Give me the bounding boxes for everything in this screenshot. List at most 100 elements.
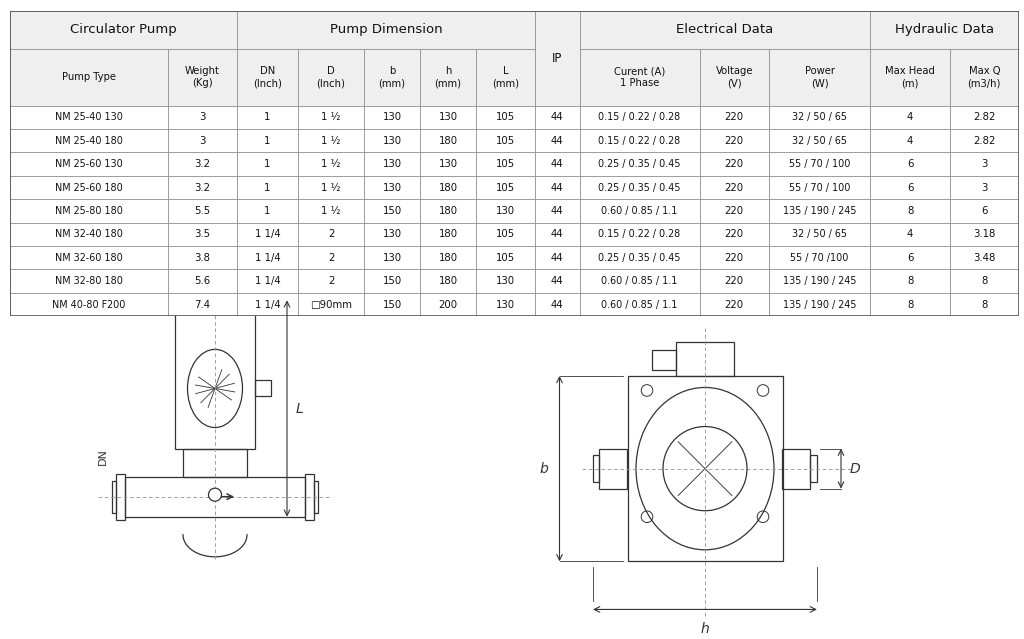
Bar <box>870 270 949 293</box>
Bar <box>168 246 237 270</box>
Text: 220: 220 <box>725 183 743 192</box>
Bar <box>10 246 168 270</box>
Text: 220: 220 <box>725 112 743 122</box>
Bar <box>183 449 247 477</box>
Bar <box>298 105 365 129</box>
Text: 180: 180 <box>438 183 458 192</box>
Bar <box>420 152 476 176</box>
Bar <box>949 105 1019 129</box>
Text: Pump Dimension: Pump Dimension <box>330 24 442 36</box>
Text: 3.2: 3.2 <box>195 159 210 169</box>
Text: 150: 150 <box>382 276 401 286</box>
Text: 44: 44 <box>551 159 563 169</box>
Text: 3.2: 3.2 <box>195 183 210 192</box>
Text: 8: 8 <box>907 276 913 286</box>
Bar <box>365 105 420 129</box>
Text: 1: 1 <box>264 135 270 146</box>
Text: 200: 200 <box>438 300 458 310</box>
Text: 3: 3 <box>981 183 987 192</box>
Text: DN
(Inch): DN (Inch) <box>253 66 282 88</box>
Text: 130: 130 <box>496 300 515 310</box>
Bar <box>237 152 298 176</box>
Bar <box>476 129 535 152</box>
Text: 3: 3 <box>200 135 206 146</box>
Bar <box>365 176 420 199</box>
Bar <box>870 222 949 246</box>
Bar <box>168 293 237 316</box>
Text: NM 32-80 180: NM 32-80 180 <box>55 276 123 286</box>
Text: L: L <box>296 401 304 415</box>
Text: 105: 105 <box>496 229 515 240</box>
Bar <box>870 49 949 105</box>
Text: 180: 180 <box>438 135 458 146</box>
Text: 0.60 / 0.85 / 1.1: 0.60 / 0.85 / 1.1 <box>601 276 678 286</box>
Text: 1 1/4: 1 1/4 <box>255 300 281 310</box>
Bar <box>168 49 237 105</box>
Text: 130: 130 <box>496 276 515 286</box>
Bar <box>237 270 298 293</box>
Text: 220: 220 <box>725 253 743 263</box>
Bar <box>699 105 769 129</box>
Bar <box>476 176 535 199</box>
Bar <box>699 152 769 176</box>
Bar <box>168 152 237 176</box>
Text: D
(Inch): D (Inch) <box>316 66 345 88</box>
Bar <box>237 176 298 199</box>
Bar <box>168 105 237 129</box>
Bar <box>237 293 298 316</box>
Text: 44: 44 <box>551 206 563 216</box>
Text: 2: 2 <box>328 276 334 286</box>
Text: D: D <box>850 461 860 475</box>
Bar <box>10 129 168 152</box>
Bar <box>420 293 476 316</box>
Bar <box>949 270 1019 293</box>
Bar <box>949 129 1019 152</box>
Text: 220: 220 <box>725 229 743 240</box>
Text: Max Q
(m3/h): Max Q (m3/h) <box>968 66 1001 88</box>
Bar <box>10 222 168 246</box>
Bar <box>949 222 1019 246</box>
Text: 1 ½: 1 ½ <box>322 135 341 146</box>
Bar <box>237 246 298 270</box>
Bar <box>580 176 699 199</box>
Bar <box>535 246 580 270</box>
Bar <box>769 293 870 316</box>
Text: 3.8: 3.8 <box>195 253 210 263</box>
Text: 1 1/4: 1 1/4 <box>255 276 281 286</box>
Bar <box>870 152 949 176</box>
Bar <box>237 11 535 49</box>
Bar <box>699 176 769 199</box>
Bar <box>476 222 535 246</box>
Bar <box>580 222 699 246</box>
Bar <box>175 300 255 449</box>
Bar <box>769 270 870 293</box>
Text: 3.5: 3.5 <box>195 229 211 240</box>
Bar <box>699 49 769 105</box>
Bar <box>237 105 298 129</box>
Text: 55 / 70 / 100: 55 / 70 / 100 <box>788 183 850 192</box>
Bar <box>769 152 870 176</box>
Text: Voltage
(V): Voltage (V) <box>716 66 753 88</box>
Bar <box>870 246 949 270</box>
Text: 44: 44 <box>551 276 563 286</box>
Text: 55 / 70 /100: 55 / 70 /100 <box>791 253 849 263</box>
Bar <box>580 11 870 49</box>
Bar <box>870 293 949 316</box>
Text: 180: 180 <box>438 229 458 240</box>
Text: 130: 130 <box>438 159 458 169</box>
Text: 220: 220 <box>725 206 743 216</box>
Text: NM 40-80 F200: NM 40-80 F200 <box>52 300 126 310</box>
Text: h
(mm): h (mm) <box>434 66 462 88</box>
Text: 44: 44 <box>551 183 563 192</box>
Bar <box>769 105 870 129</box>
Bar <box>314 481 318 512</box>
Text: 105: 105 <box>496 135 515 146</box>
Text: 8: 8 <box>907 300 913 310</box>
Text: 3.18: 3.18 <box>973 229 995 240</box>
Bar <box>580 49 699 105</box>
Text: 7.4: 7.4 <box>195 300 211 310</box>
Bar <box>535 105 580 129</box>
Text: 130: 130 <box>383 229 401 240</box>
Text: 3: 3 <box>200 112 206 122</box>
Bar <box>476 105 535 129</box>
